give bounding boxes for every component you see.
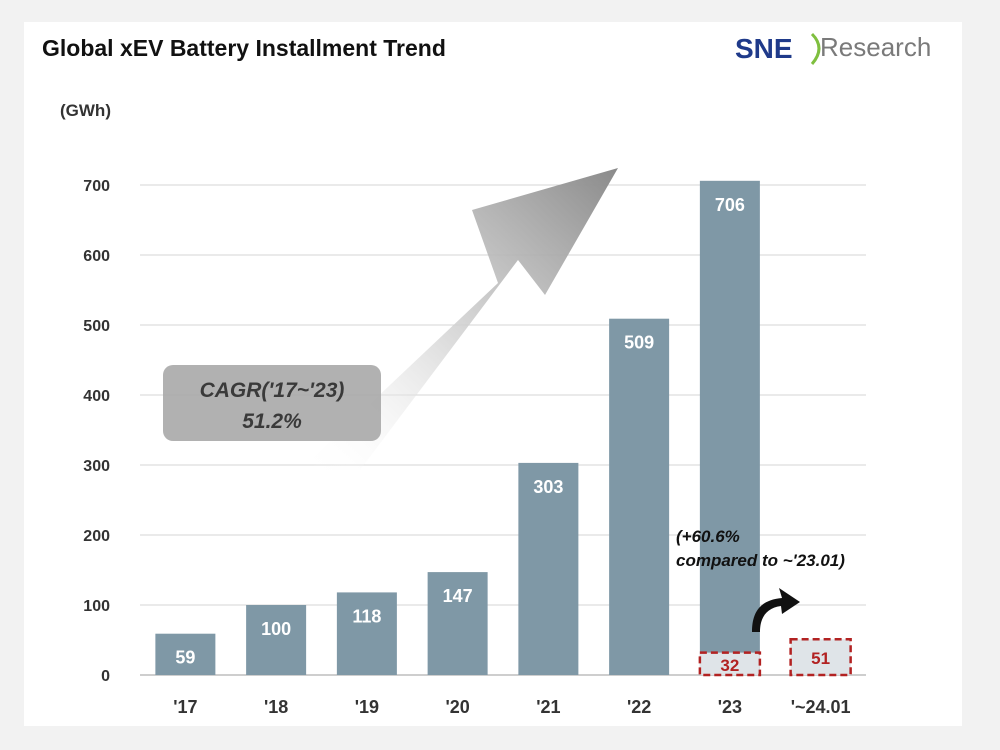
bar-value-label: 118 bbox=[352, 606, 381, 626]
y-tick-label: 200 bbox=[83, 528, 110, 545]
x-tick-label: '21 bbox=[536, 697, 560, 717]
x-tick-label: '23 bbox=[718, 697, 742, 717]
bar bbox=[155, 633, 216, 675]
growth-arrow-icon bbox=[300, 168, 618, 470]
y-axis-unit: (GWh) bbox=[60, 101, 111, 120]
y-axis-ticks: 0 100 200 300 400 500 600 700 bbox=[83, 178, 110, 685]
logo-swoosh-icon bbox=[810, 32, 821, 65]
bar-value-label: 303 bbox=[533, 477, 563, 497]
x-tick-label: '20 bbox=[445, 697, 469, 717]
curved-arrow-icon bbox=[752, 588, 800, 632]
bar bbox=[699, 180, 760, 676]
y-tick-label: 500 bbox=[83, 318, 110, 335]
monthly-bar bbox=[698, 651, 762, 677]
bar-value-label: 706 bbox=[715, 195, 745, 215]
comparison-note: (+60.6% compared to ~'23.01) bbox=[676, 527, 845, 632]
x-tick-label: '18 bbox=[264, 697, 288, 717]
cagr-box bbox=[163, 365, 381, 441]
logo-research-text: Research bbox=[820, 32, 931, 62]
cagr-value: 51.2% bbox=[242, 410, 302, 433]
monthly-bar bbox=[789, 638, 852, 677]
x-tick-label: '19 bbox=[355, 697, 379, 717]
bar bbox=[336, 592, 397, 675]
y-tick-label: 300 bbox=[83, 458, 110, 475]
x-tick-label: '17 bbox=[173, 697, 197, 717]
y-tick-label: 0 bbox=[101, 668, 110, 685]
bar bbox=[427, 572, 488, 675]
sne-research-logo: SNE Research bbox=[735, 32, 931, 65]
x-tick-label: '~24.01 bbox=[791, 697, 851, 717]
y-tick-label: 100 bbox=[83, 598, 110, 615]
note-line-2: compared to ~'23.01) bbox=[676, 551, 845, 570]
monthly-bar-value-label: 51 bbox=[811, 649, 830, 668]
y-tick-label: 400 bbox=[83, 388, 110, 405]
bar bbox=[246, 605, 307, 675]
y-tick-label: 700 bbox=[83, 178, 110, 195]
bars: 59 100 118 147 303 509 706 32 51 bbox=[155, 180, 852, 677]
bar-value-label: 100 bbox=[261, 619, 291, 639]
x-axis-ticks: '17 '18 '19 '20 '21 '22 '23 '~24.01 bbox=[173, 697, 850, 717]
monthly-bar-value-label: 32 bbox=[720, 656, 739, 675]
cagr-callout: CAGR('17~'23) 51.2% bbox=[163, 365, 381, 441]
y-tick-label: 600 bbox=[83, 248, 110, 265]
bar bbox=[609, 318, 670, 675]
note-line-1: (+60.6% bbox=[676, 527, 740, 546]
cagr-label: CAGR('17~'23) bbox=[200, 379, 345, 402]
x-tick-label: '22 bbox=[627, 697, 651, 717]
bar-value-label: 59 bbox=[175, 648, 195, 668]
bar-value-label: 509 bbox=[624, 333, 654, 353]
chart-title: Global xEV Battery Installment Trend bbox=[42, 35, 446, 61]
logo-sne-text: SNE bbox=[735, 33, 793, 64]
bar-value-label: 147 bbox=[443, 586, 473, 606]
bar bbox=[518, 462, 579, 675]
